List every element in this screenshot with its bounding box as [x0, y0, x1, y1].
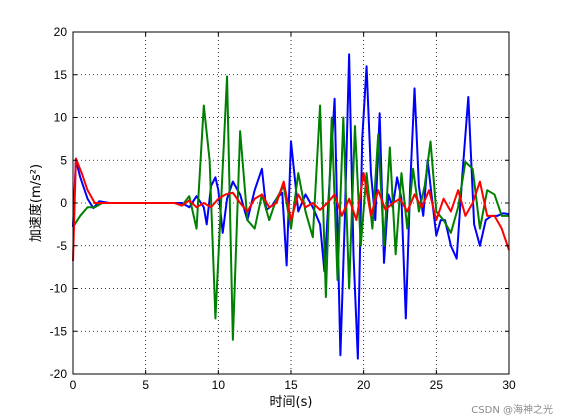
x-tick-label: 20 — [357, 378, 371, 392]
y-axis-label: 加速度(m/s²) — [28, 164, 44, 242]
x-tick-label: 0 — [70, 378, 77, 392]
x-axis-label: 时间(s) — [270, 395, 313, 410]
x-tick-label: 25 — [430, 378, 444, 392]
y-tick-label: 20 — [54, 25, 68, 39]
x-tick-label: 10 — [212, 378, 226, 392]
series-line-2 — [72, 157, 510, 262]
series-line-0 — [72, 53, 510, 360]
y-tick-label: 0 — [60, 196, 67, 210]
series-line-1 — [72, 75, 509, 341]
x-tick-label: 15 — [284, 378, 298, 392]
y-tick-label: 5 — [60, 153, 67, 167]
y-tick-label: -10 — [50, 282, 68, 296]
y-tick-label: -20 — [50, 367, 68, 381]
x-tick-label: 5 — [142, 378, 149, 392]
y-tick-label: -15 — [50, 324, 68, 338]
y-tick-label: -5 — [56, 239, 67, 253]
x-tick-label: 30 — [502, 378, 516, 392]
tick-labels: 0 5 10 15 20 25 30 -20 -15 -10 -5 0 5 10 15 20 — [50, 25, 516, 392]
tick-marks — [72, 31, 510, 375]
watermark: CSDN @海神之光 — [471, 405, 553, 416]
y-tick-label: 10 — [54, 111, 68, 125]
y-tick-label: 15 — [54, 68, 68, 82]
grid — [73, 32, 509, 374]
series-group — [72, 53, 510, 360]
